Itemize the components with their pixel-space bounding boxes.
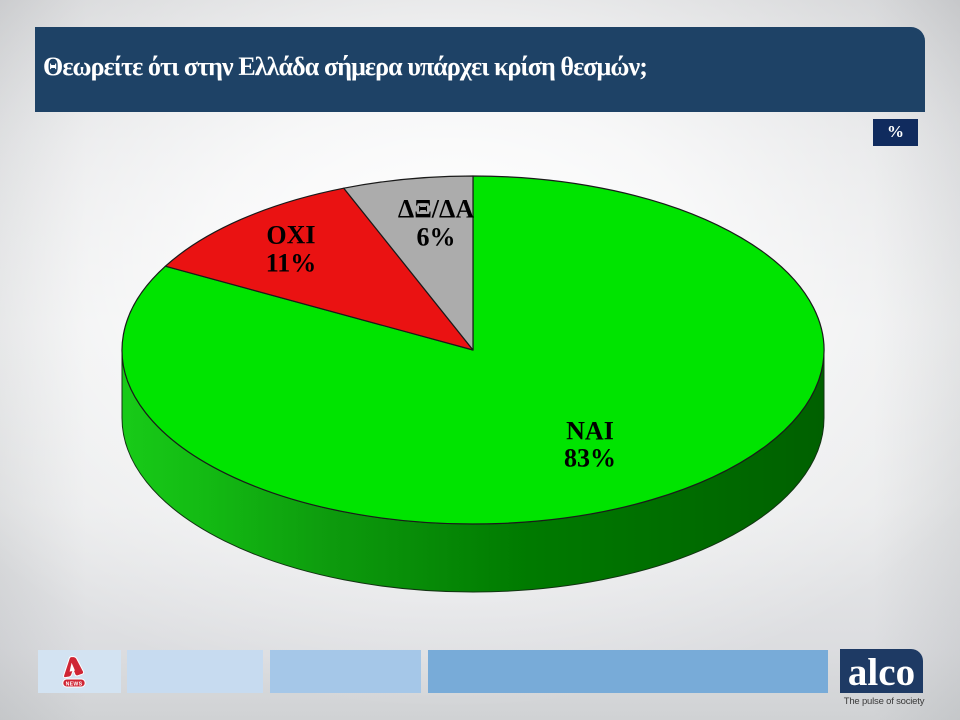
svg-text:NEWS: NEWS — [66, 682, 83, 688]
